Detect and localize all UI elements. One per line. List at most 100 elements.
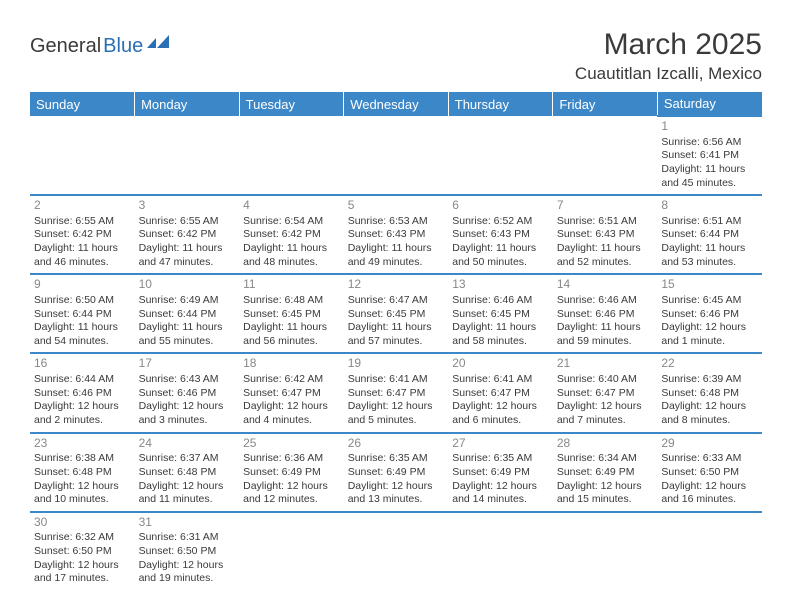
day-number: 5: [348, 198, 445, 214]
sunset-text: Sunset: 6:47 PM: [557, 387, 654, 401]
day-number: 10: [139, 277, 236, 293]
logo-text-general: General: [30, 35, 101, 58]
sunset-text: Sunset: 6:46 PM: [34, 387, 131, 401]
sunrise-text: Sunrise: 6:41 AM: [348, 373, 445, 387]
calendar-cell: [553, 512, 658, 590]
weekday-header: Monday: [135, 92, 240, 116]
sunrise-text: Sunrise: 6:37 AM: [139, 452, 236, 466]
day-number: 16: [34, 356, 131, 372]
sunset-text: Sunset: 6:41 PM: [661, 149, 758, 163]
page: GeneralBlue March 2025 Cuautitlan Izcall…: [0, 0, 792, 600]
calendar-cell: [30, 116, 135, 195]
logo: GeneralBlue: [30, 34, 173, 58]
day-number: 7: [557, 198, 654, 214]
daylight-text: Daylight: 11 hours and 53 minutes.: [661, 242, 758, 269]
sunrise-text: Sunrise: 6:51 AM: [661, 215, 758, 229]
flag-icon: [147, 34, 173, 58]
sunrise-text: Sunrise: 6:46 AM: [452, 294, 549, 308]
calendar-cell: 16Sunrise: 6:44 AMSunset: 6:46 PMDayligh…: [30, 353, 135, 432]
day-number: 17: [139, 356, 236, 372]
day-number: 8: [661, 198, 758, 214]
calendar-week-row: 9Sunrise: 6:50 AMSunset: 6:44 PMDaylight…: [30, 274, 762, 353]
logo-text-blue: Blue: [103, 35, 143, 58]
sunset-text: Sunset: 6:49 PM: [557, 466, 654, 480]
calendar-cell: 13Sunrise: 6:46 AMSunset: 6:45 PMDayligh…: [448, 274, 553, 353]
day-number: 29: [661, 436, 758, 452]
day-number: 30: [34, 515, 131, 531]
sunset-text: Sunset: 6:45 PM: [243, 308, 340, 322]
daylight-text: Daylight: 12 hours and 4 minutes.: [243, 400, 340, 427]
calendar-cell: 10Sunrise: 6:49 AMSunset: 6:44 PMDayligh…: [135, 274, 240, 353]
calendar-cell: 2Sunrise: 6:55 AMSunset: 6:42 PMDaylight…: [30, 195, 135, 274]
sunset-text: Sunset: 6:43 PM: [557, 228, 654, 242]
daylight-text: Daylight: 11 hours and 54 minutes.: [34, 321, 131, 348]
calendar-cell: 29Sunrise: 6:33 AMSunset: 6:50 PMDayligh…: [657, 433, 762, 512]
sunset-text: Sunset: 6:44 PM: [139, 308, 236, 322]
weekday-header: Sunday: [30, 92, 135, 116]
day-number: 19: [348, 356, 445, 372]
daylight-text: Daylight: 11 hours and 47 minutes.: [139, 242, 236, 269]
month-title: March 2025: [575, 28, 762, 62]
sunrise-text: Sunrise: 6:42 AM: [243, 373, 340, 387]
calendar-cell: [239, 116, 344, 195]
sunset-text: Sunset: 6:43 PM: [348, 228, 445, 242]
calendar-table: Sunday Monday Tuesday Wednesday Thursday…: [30, 92, 762, 590]
sunset-text: Sunset: 6:48 PM: [139, 466, 236, 480]
calendar-cell: 14Sunrise: 6:46 AMSunset: 6:46 PMDayligh…: [553, 274, 658, 353]
sunrise-text: Sunrise: 6:55 AM: [34, 215, 131, 229]
daylight-text: Daylight: 11 hours and 55 minutes.: [139, 321, 236, 348]
daylight-text: Daylight: 12 hours and 2 minutes.: [34, 400, 131, 427]
daylight-text: Daylight: 12 hours and 11 minutes.: [139, 480, 236, 507]
calendar-cell: 8Sunrise: 6:51 AMSunset: 6:44 PMDaylight…: [657, 195, 762, 274]
weekday-header: Wednesday: [344, 92, 449, 116]
calendar-cell: [553, 116, 658, 195]
sunset-text: Sunset: 6:46 PM: [661, 308, 758, 322]
location: Cuautitlan Izcalli, Mexico: [575, 64, 762, 84]
calendar-cell: 28Sunrise: 6:34 AMSunset: 6:49 PMDayligh…: [553, 433, 658, 512]
sunset-text: Sunset: 6:44 PM: [661, 228, 758, 242]
daylight-text: Daylight: 11 hours and 58 minutes.: [452, 321, 549, 348]
day-number: 6: [452, 198, 549, 214]
daylight-text: Daylight: 11 hours and 46 minutes.: [34, 242, 131, 269]
weekday-header: Tuesday: [239, 92, 344, 116]
daylight-text: Daylight: 12 hours and 1 minute.: [661, 321, 758, 348]
calendar-cell: 20Sunrise: 6:41 AMSunset: 6:47 PMDayligh…: [448, 353, 553, 432]
day-number: 11: [243, 277, 340, 293]
sunrise-text: Sunrise: 6:50 AM: [34, 294, 131, 308]
sunrise-text: Sunrise: 6:39 AM: [661, 373, 758, 387]
daylight-text: Daylight: 12 hours and 15 minutes.: [557, 480, 654, 507]
calendar-cell: 5Sunrise: 6:53 AMSunset: 6:43 PMDaylight…: [344, 195, 449, 274]
daylight-text: Daylight: 11 hours and 59 minutes.: [557, 321, 654, 348]
calendar-cell: 31Sunrise: 6:31 AMSunset: 6:50 PMDayligh…: [135, 512, 240, 590]
sunset-text: Sunset: 6:44 PM: [34, 308, 131, 322]
header: GeneralBlue March 2025 Cuautitlan Izcall…: [30, 28, 762, 84]
sunrise-text: Sunrise: 6:46 AM: [557, 294, 654, 308]
day-number: 20: [452, 356, 549, 372]
day-number: 24: [139, 436, 236, 452]
calendar-cell: 4Sunrise: 6:54 AMSunset: 6:42 PMDaylight…: [239, 195, 344, 274]
calendar-cell: 7Sunrise: 6:51 AMSunset: 6:43 PMDaylight…: [553, 195, 658, 274]
daylight-text: Daylight: 12 hours and 6 minutes.: [452, 400, 549, 427]
day-number: 3: [139, 198, 236, 214]
sunrise-text: Sunrise: 6:45 AM: [661, 294, 758, 308]
calendar-cell: 15Sunrise: 6:45 AMSunset: 6:46 PMDayligh…: [657, 274, 762, 353]
sunrise-text: Sunrise: 6:40 AM: [557, 373, 654, 387]
sunrise-text: Sunrise: 6:55 AM: [139, 215, 236, 229]
calendar-cell: 17Sunrise: 6:43 AMSunset: 6:46 PMDayligh…: [135, 353, 240, 432]
calendar-cell: [448, 116, 553, 195]
sunset-text: Sunset: 6:42 PM: [34, 228, 131, 242]
calendar-cell: [344, 116, 449, 195]
sunrise-text: Sunrise: 6:41 AM: [452, 373, 549, 387]
sunset-text: Sunset: 6:50 PM: [139, 545, 236, 559]
day-number: 27: [452, 436, 549, 452]
sunset-text: Sunset: 6:49 PM: [243, 466, 340, 480]
calendar-cell: [344, 512, 449, 590]
sunset-text: Sunset: 6:48 PM: [661, 387, 758, 401]
sunrise-text: Sunrise: 6:44 AM: [34, 373, 131, 387]
sunset-text: Sunset: 6:45 PM: [348, 308, 445, 322]
daylight-text: Daylight: 12 hours and 3 minutes.: [139, 400, 236, 427]
calendar-body: 1Sunrise: 6:56 AMSunset: 6:41 PMDaylight…: [30, 116, 762, 590]
calendar-week-row: 16Sunrise: 6:44 AMSunset: 6:46 PMDayligh…: [30, 353, 762, 432]
day-number: 4: [243, 198, 340, 214]
calendar-week-row: 1Sunrise: 6:56 AMSunset: 6:41 PMDaylight…: [30, 116, 762, 195]
